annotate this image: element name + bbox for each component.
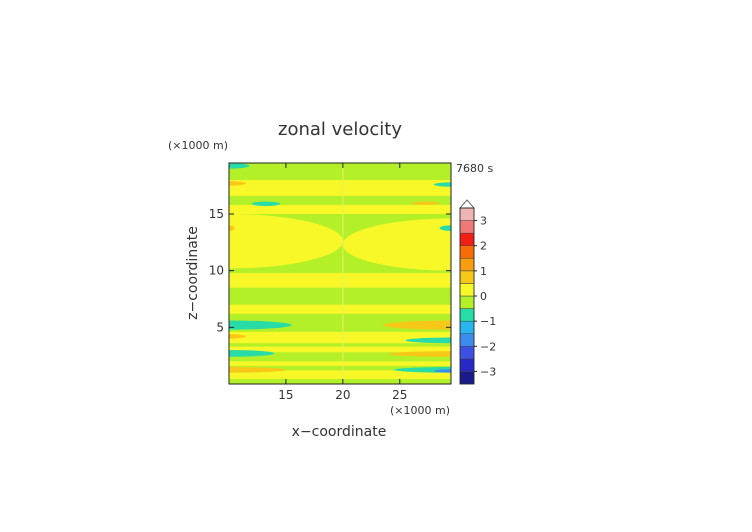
colorbar-tick-label: 0 [480, 290, 487, 303]
contour-patch-17 [229, 225, 235, 231]
colorbar-tick-label: −3 [480, 365, 496, 378]
colorbar: −3 −2 −1 0 1 2 3 [459, 199, 496, 385]
x-axis: 15 20 25 [278, 163, 407, 402]
colorbar-swatch [459, 258, 475, 272]
contour-patch-15 [229, 163, 250, 169]
contour-band-2 [229, 365, 451, 371]
contour-field [229, 163, 451, 384]
colorbar-swatch [459, 320, 475, 334]
contour-patch-5 [229, 334, 247, 339]
contour-band-6 [229, 287, 451, 305]
colorbar-swatch [459, 232, 475, 246]
colorbar-tick-label: −2 [480, 340, 496, 353]
plot-frame [228, 162, 452, 385]
contour-patch-0 [229, 214, 343, 269]
time-label: 7680 s [456, 162, 493, 175]
contour-patch-12 [433, 369, 451, 373]
contour-patch-10 [405, 337, 451, 344]
plot-area [228, 162, 452, 385]
colorbar-tick-label: 3 [480, 215, 487, 228]
contour-patch-2 [229, 320, 292, 330]
y-axis-label: z−coordinate [185, 226, 201, 320]
y-tick-label: 10 [209, 264, 224, 278]
contour-band-4 [229, 343, 451, 347]
contour-patch-4 [229, 367, 286, 373]
y-axis: 5 10 15 [209, 207, 451, 334]
colorbar-swatch [459, 207, 475, 221]
colorbar-swatch [459, 333, 475, 347]
colorbar-swatch [459, 358, 475, 372]
contour-patch-13 [411, 201, 440, 205]
contour-band-8 [229, 195, 451, 205]
y-axis-unit: (×1000 m) [168, 139, 228, 152]
contour-patch-16 [439, 225, 451, 231]
contour-patch-7 [251, 201, 281, 207]
contour-band-1 [229, 370, 451, 379]
colorbar-extend-arrow [459, 199, 475, 209]
colorbar-swatch [459, 346, 475, 360]
colorbar-swatch [459, 371, 475, 385]
y-tick-label: 5 [216, 320, 224, 334]
colorbar-swatch [459, 270, 475, 284]
contour-patch-8 [382, 320, 451, 330]
x-tick-label: 25 [392, 388, 407, 402]
contour-patch-14 [433, 182, 451, 187]
colorbar-tick-label: −1 [480, 315, 496, 328]
colorbar-tick-label: 2 [480, 240, 487, 253]
colorbar-swatch [459, 283, 475, 297]
contour-patch-6 [229, 181, 247, 186]
contour-patch-9 [388, 351, 451, 357]
colorbar-swatch [459, 295, 475, 309]
y-tick-label: 15 [209, 207, 224, 221]
contour-band-0 [229, 378, 451, 384]
colorbar-swatch [459, 220, 475, 234]
colorbar-swatch [459, 308, 475, 322]
x-axis-unit: (×1000 m) [390, 404, 450, 417]
x-tick-label: 20 [335, 388, 350, 402]
x-tick-label: 15 [278, 388, 293, 402]
colorbar-tick-label: 1 [480, 265, 487, 278]
contour-band-3 [229, 352, 451, 362]
chart-title: zonal velocity [278, 119, 402, 140]
contour-band-9 [229, 163, 451, 180]
contour-patch-1 [342, 218, 451, 271]
x-axis-label: x−coordinate [292, 424, 387, 440]
colorbar-swatch [459, 245, 475, 259]
contour-patch-3 [229, 350, 275, 357]
